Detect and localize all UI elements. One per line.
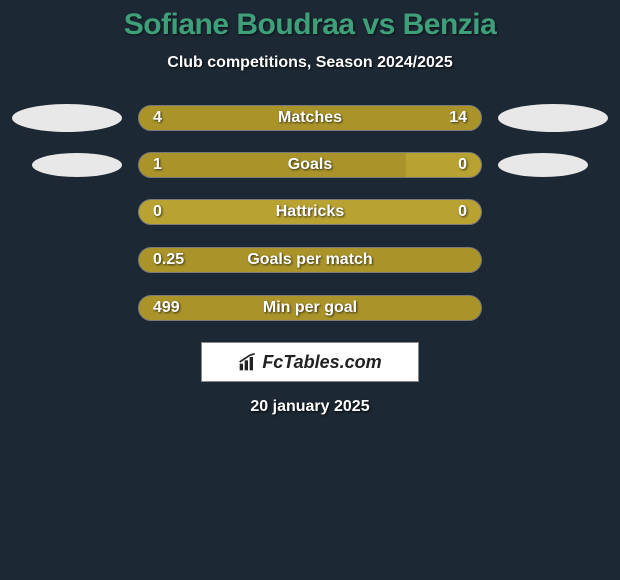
stat-bar: 0Hattricks0	[138, 199, 482, 225]
comparison-widget: Sofiane Boudraa vs Benzia Club competiti…	[0, 0, 620, 416]
bar-chart-icon	[238, 352, 258, 372]
stat-name: Goals	[139, 156, 481, 174]
stat-name: Goals per match	[139, 251, 481, 269]
stat-row: 0.25Goals per match	[0, 246, 620, 274]
logo-box[interactable]: FcTables.com	[201, 342, 419, 382]
stat-row: 1Goals0	[0, 152, 620, 178]
spacer	[12, 246, 122, 274]
stat-row: 4Matches14	[0, 104, 620, 132]
stat-name: Hattricks	[139, 203, 481, 221]
stat-row: 0Hattricks0	[0, 198, 620, 226]
stat-row: 499Min per goal	[0, 294, 620, 322]
player-left-badge	[32, 153, 122, 177]
stat-bar: 0.25Goals per match	[138, 247, 482, 273]
spacer	[498, 198, 608, 226]
spacer	[498, 294, 608, 322]
stat-bar: 4Matches14	[138, 105, 482, 131]
subtitle: Club competitions, Season 2024/2025	[0, 54, 620, 72]
stat-bar: 499Min per goal	[138, 295, 482, 321]
logo-text: FcTables.com	[262, 352, 381, 373]
page-title: Sofiane Boudraa vs Benzia	[0, 8, 620, 42]
spacer	[12, 198, 122, 226]
stat-value-right: 0	[458, 156, 467, 174]
spacer	[498, 246, 608, 274]
player-right-badge	[498, 104, 608, 132]
stat-value-right: 14	[449, 109, 467, 127]
stat-bar: 1Goals0	[138, 152, 482, 178]
stat-value-right: 0	[458, 203, 467, 221]
stat-name: Min per goal	[139, 299, 481, 317]
spacer	[12, 294, 122, 322]
date-label: 20 january 2025	[0, 398, 620, 416]
stat-name: Matches	[139, 109, 481, 127]
player-left-badge	[12, 104, 122, 132]
player-right-badge	[498, 153, 588, 177]
stats-list: 4Matches141Goals00Hattricks00.25Goals pe…	[0, 104, 620, 322]
